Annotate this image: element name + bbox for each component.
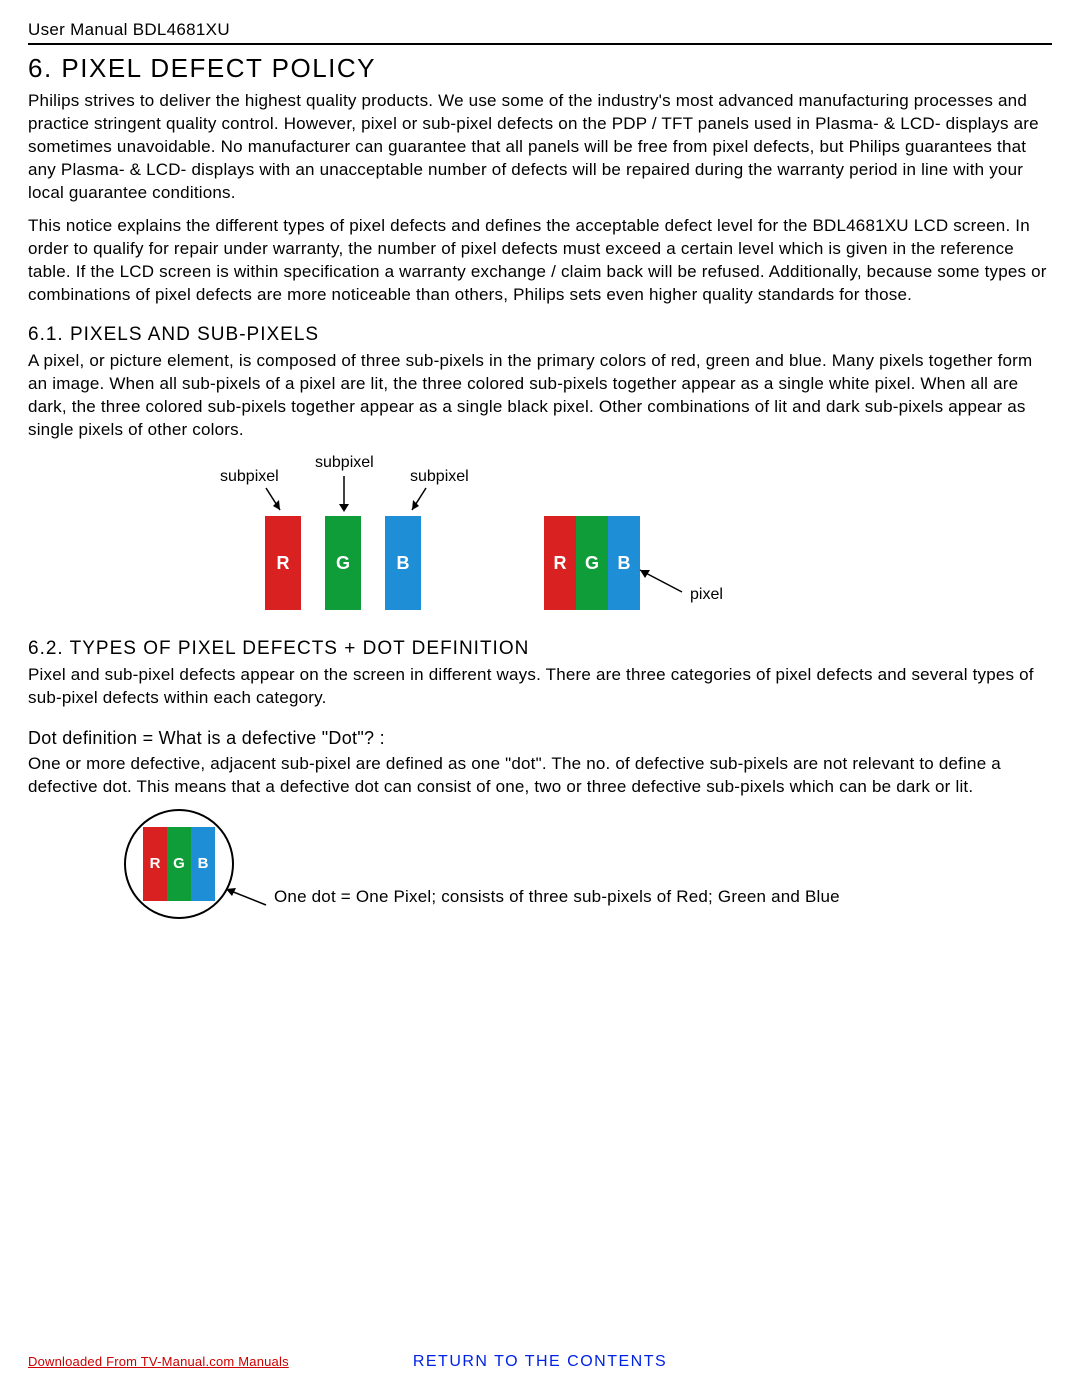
dot-g: G <box>167 827 191 901</box>
dot-r: R <box>143 827 167 901</box>
dot-b: B <box>191 827 215 901</box>
page-footer: Downloaded From TV-Manual.com Manuals RE… <box>28 1354 1052 1369</box>
subpixel-label-2: subpixel <box>315 454 374 472</box>
arrow-pixel-icon <box>638 568 688 598</box>
downloaded-from-link[interactable]: Downloaded From TV-Manual.com Manuals <box>28 1354 289 1369</box>
pixel-r: R <box>544 516 576 610</box>
subpixel-label-1: subpixel <box>220 468 279 486</box>
pixel-bars-joined: R G B <box>544 516 640 610</box>
dot-diagram: R G B One dot = One Pixel; consists of t… <box>124 809 1024 929</box>
section-6-para2: This notice explains the different types… <box>28 215 1052 307</box>
subpixel-b: B <box>385 516 421 610</box>
section-6-1-title: 6.1. PIXELS AND SUB-PIXELS <box>28 324 1052 346</box>
section-6-1-para: A pixel, or picture element, is composed… <box>28 350 1052 442</box>
subpixel-label-3: subpixel <box>410 468 469 486</box>
return-to-contents-link[interactable]: RETURN TO THE CONTENTS <box>413 1353 667 1371</box>
dot-caption: One dot = One Pixel; consists of three s… <box>274 887 974 907</box>
dot-circle: R G B <box>124 809 234 919</box>
dot-definition-heading: Dot definition = What is a defective "Do… <box>28 728 1052 749</box>
subpixel-r: R <box>265 516 301 610</box>
pixel-g: G <box>576 516 608 610</box>
pixel-label: pixel <box>690 586 723 604</box>
manual-header: User Manual BDL4681XU <box>28 20 1052 45</box>
section-6-2-title: 6.2. TYPES OF PIXEL DEFECTS + DOT DEFINI… <box>28 638 1052 660</box>
pixel-b: B <box>608 516 640 610</box>
arrow-1-icon <box>260 486 290 518</box>
subpixel-diagram: subpixel subpixel subpixel R G B R G B p… <box>220 460 860 620</box>
arrow-dot-icon <box>222 887 272 911</box>
arrow-2-icon <box>334 474 354 518</box>
dot-definition-para: One or more defective, adjacent sub-pixe… <box>28 753 1052 799</box>
arrow-3-icon <box>402 486 432 518</box>
section-6-title: 6. PIXEL DEFECT POLICY <box>28 53 1052 84</box>
subpixel-bars-separated: R G B <box>265 516 421 610</box>
section-6-para1: Philips strives to deliver the highest q… <box>28 90 1052 205</box>
section-6-2-para: Pixel and sub-pixel defects appear on th… <box>28 664 1052 710</box>
subpixel-g: G <box>325 516 361 610</box>
